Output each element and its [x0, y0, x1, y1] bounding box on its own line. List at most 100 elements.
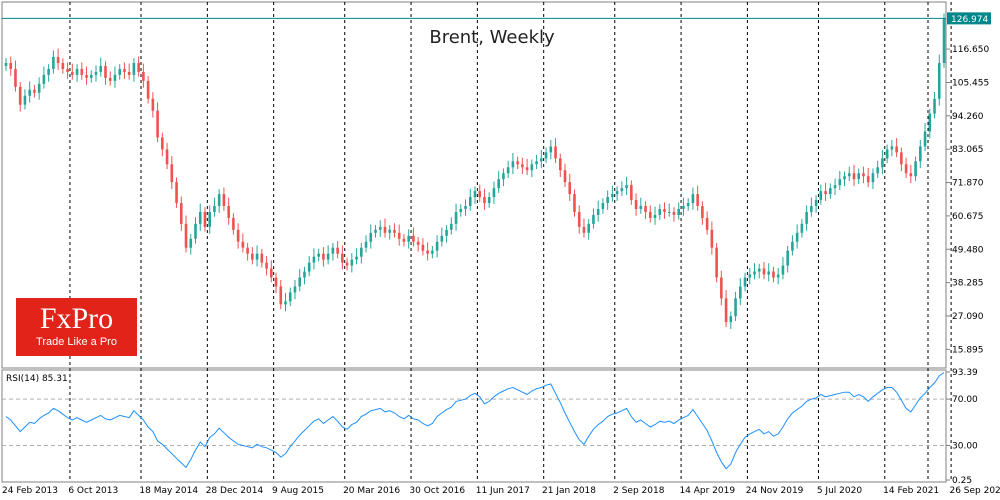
candle-body — [502, 173, 505, 180]
rsi-tick-label: 30.00 — [952, 442, 978, 452]
candle-body — [402, 238, 406, 242]
period-separators — [69, 2, 952, 482]
candle-body — [303, 271, 306, 278]
x-tick-label: 2 Sep 2018 — [613, 486, 665, 496]
x-tick-label: 11 Jun 2017 — [476, 486, 530, 496]
candle-body — [104, 65, 107, 78]
price-candles — [4, 13, 946, 330]
candle-body — [156, 110, 159, 138]
candle-body — [412, 235, 415, 242]
candle-body — [677, 208, 681, 215]
candle-body — [521, 164, 524, 168]
candle-body — [625, 185, 628, 189]
candle-body — [426, 250, 429, 254]
candle-body — [611, 194, 614, 198]
candle-body — [440, 235, 444, 242]
candle-body — [14, 68, 17, 87]
candle-body — [824, 191, 827, 195]
candle-body — [317, 253, 320, 257]
candle-body — [189, 238, 193, 248]
x-tick-label: 26 Sep 2021 — [949, 486, 1000, 496]
candle-body — [805, 211, 808, 224]
candle-body — [151, 98, 155, 111]
candle-body — [890, 146, 894, 150]
candle-body — [364, 241, 368, 248]
x-tick-label: 5 Jul 2020 — [817, 486, 862, 496]
candle-body — [331, 247, 335, 254]
candle-body — [360, 247, 363, 257]
candle-body — [776, 274, 780, 278]
candle-body — [729, 316, 733, 323]
candle-body — [161, 137, 164, 150]
candle-body — [227, 206, 230, 218]
candle-body — [724, 298, 728, 323]
last-price-value: 126.974 — [951, 15, 988, 25]
candle-body — [388, 229, 392, 233]
last-price-label: 126.974 — [947, 12, 991, 25]
candle-body — [573, 194, 576, 212]
candle-body — [454, 211, 458, 224]
candle-body — [94, 71, 98, 75]
candle-body — [525, 167, 529, 171]
candle-body — [66, 68, 69, 72]
candle-body — [781, 265, 785, 275]
candle-body — [468, 197, 472, 207]
candle-body — [919, 146, 922, 162]
candle-body — [530, 164, 534, 171]
candle-body — [137, 62, 140, 72]
candle-body — [241, 241, 245, 248]
candle-body — [738, 286, 742, 299]
candle-body — [672, 211, 676, 215]
candle-body — [464, 206, 467, 209]
y-tick-label: 116.650 — [952, 45, 989, 55]
y-tick-label: 27.090 — [952, 312, 984, 322]
candle-body — [506, 167, 510, 174]
candle-body — [743, 277, 747, 287]
candle-body — [705, 217, 709, 230]
candle-body — [540, 158, 543, 162]
time-axis: 24 Feb 2013 6 Oct 2013 18 May 2014 28 Dec 2… — [2, 486, 1000, 496]
rsi-line — [5, 372, 945, 470]
candle-body — [374, 229, 377, 233]
candle-body — [639, 206, 643, 209]
rsi-tick-label: 0.25 — [952, 476, 972, 486]
candle-body — [847, 173, 851, 177]
candle-body — [203, 211, 207, 227]
y-tick-label: 71.870 — [952, 179, 984, 189]
candle-body — [686, 203, 690, 207]
candle-body — [416, 241, 420, 245]
candle-body — [393, 229, 396, 233]
candle-body — [260, 253, 264, 263]
candle-body — [52, 57, 55, 69]
x-tick-label: 24 Feb 2013 — [2, 486, 58, 496]
candle-body — [47, 68, 50, 75]
candle-body — [99, 65, 103, 72]
candle-body — [577, 211, 581, 227]
candle-body — [132, 62, 136, 75]
x-tick-label: 6 Oct 2013 — [68, 486, 118, 496]
candle-body — [928, 113, 932, 132]
candle-body — [194, 223, 197, 239]
candle-body — [748, 274, 752, 278]
candle-body — [56, 57, 60, 63]
candle-body — [42, 74, 46, 84]
candle-body — [269, 268, 273, 278]
candle-body — [85, 74, 88, 78]
candle-body — [232, 217, 235, 230]
y-tick-label: 83.065 — [952, 145, 984, 155]
candle-body — [734, 298, 737, 317]
candle-body — [644, 206, 647, 212]
candle-body — [568, 182, 572, 195]
candle-body — [213, 206, 216, 212]
candle-body — [753, 271, 756, 275]
x-tick-label: 18 May 2014 — [139, 486, 198, 496]
candle-body — [208, 211, 212, 227]
candle-body — [445, 229, 448, 236]
candle-body — [265, 262, 268, 269]
candle-body — [236, 229, 240, 242]
candle-body — [648, 211, 652, 218]
candle-body — [450, 223, 453, 230]
candle-body — [516, 161, 519, 165]
y-tick-label: 15.895 — [952, 345, 984, 355]
